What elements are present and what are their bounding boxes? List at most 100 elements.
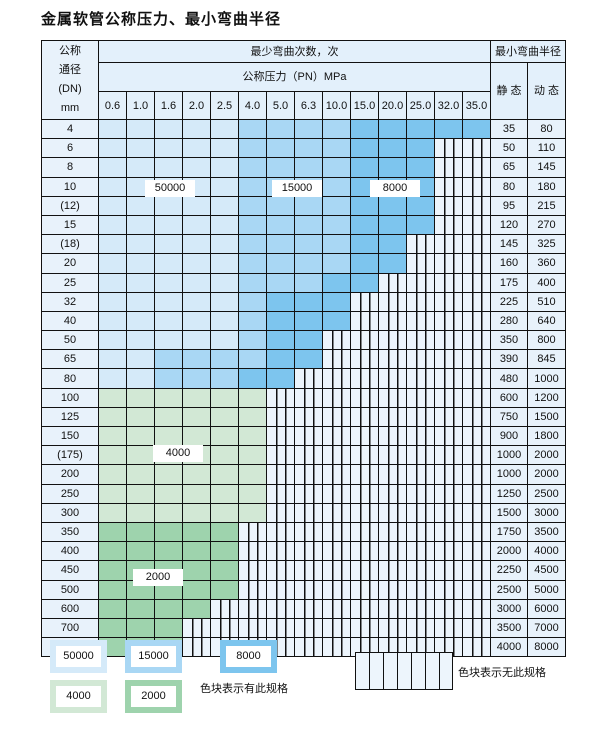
legend-label: 15000 (131, 646, 176, 667)
spec-available-cell (350, 195, 379, 216)
table-row: 450 2250 4500 (41, 560, 566, 581)
spec-unavailable-cell (462, 617, 491, 639)
spec-unavailable-cell (378, 368, 407, 389)
dn-cell: 350 (41, 521, 99, 543)
spec-unavailable-cell (322, 637, 351, 658)
spec-available-cell (182, 579, 211, 600)
static-radius-cell: 80 (490, 176, 528, 197)
spec-available-cell (238, 176, 267, 197)
legend-has-spec-note: 色块表示有此规格 (200, 683, 288, 695)
spec-available-cell (98, 234, 127, 255)
spec-unavailable-cell (266, 521, 295, 543)
pressure-col-header: 6.3 (294, 91, 323, 120)
spec-available-cell (322, 253, 351, 274)
dn-cell: 20 (41, 253, 99, 274)
table-row: (18) 145 325 (41, 234, 566, 255)
spec-unavailable-cell (462, 195, 491, 216)
spec-unavailable-cell (266, 560, 295, 581)
static-radius-cell: 175 (490, 272, 528, 293)
spec-available-cell (126, 234, 155, 255)
spec-unavailable-cell (406, 560, 435, 581)
spec-available-cell (154, 387, 183, 408)
dn-header-line: mm (60, 102, 80, 114)
static-radius-cell: 1000 (490, 445, 528, 466)
pressure-col-header: 35.0 (462, 91, 491, 120)
spec-available-cell (154, 483, 183, 504)
dn-header-line: 公称 (59, 45, 81, 57)
spec-available-cell (98, 541, 127, 562)
table-row: 15 120 270 (41, 214, 566, 236)
spec-available-cell (266, 253, 295, 274)
spec-available-cell (266, 291, 295, 312)
spec-unavailable-cell (350, 598, 379, 619)
spec-available-cell (210, 445, 239, 466)
spec-unavailable-cell (378, 406, 407, 428)
spec-unavailable-cell (378, 291, 407, 312)
spec-available-cell (126, 521, 155, 543)
spec-unavailable-cell (406, 483, 435, 504)
spec-unavailable-cell (378, 464, 407, 485)
dn-cell: 125 (41, 406, 99, 428)
spec-unavailable-cell (322, 521, 351, 543)
spec-unavailable-cell (406, 234, 435, 255)
spec-unavailable-cell (462, 502, 491, 523)
spec-available-cell (294, 310, 323, 332)
spec-unavailable-cell (434, 214, 463, 236)
spec-available-cell (210, 234, 239, 255)
spec-unavailable-cell (322, 617, 351, 639)
spec-unavailable-cell (294, 368, 323, 389)
dn-cell: 6 (41, 138, 99, 159)
spec-unavailable-cell (378, 349, 407, 370)
spec-available-cell (182, 368, 211, 389)
spec-available-cell (350, 118, 379, 140)
spec-available-cell (154, 541, 183, 562)
spec-unavailable-cell (322, 445, 351, 466)
spec-available-cell (238, 464, 267, 485)
dn-cell: 600 (41, 598, 99, 619)
spec-unavailable-cell (378, 598, 407, 619)
spec-unavailable-cell (294, 502, 323, 523)
spec-available-cell (154, 253, 183, 274)
static-radius-cell: 350 (490, 330, 528, 351)
table-row: 65 390 845 (41, 349, 566, 370)
spec-available-cell (238, 291, 267, 312)
dn-cell: 700 (41, 617, 99, 639)
spec-available-cell (378, 234, 407, 255)
spec-unavailable-cell (266, 425, 295, 447)
spec-unavailable-cell (434, 560, 463, 581)
spec-unavailable-cell (462, 234, 491, 255)
dynamic-radius-cell: 1500 (527, 406, 566, 428)
spec-table-wrapper: 公称 通径 (DN) mm 最少弯曲次数，次 最小弯曲半径 公称压力（PN）MP… (41, 40, 566, 658)
spec-unavailable-cell (434, 349, 463, 370)
dynamic-radius-cell: 325 (527, 234, 566, 255)
table-row: 100 600 1200 (41, 387, 566, 408)
spec-unavailable-cell (238, 579, 267, 600)
spec-unavailable-cell (350, 445, 379, 466)
table-row: 150 900 1800 (41, 425, 566, 447)
spec-available-cell (126, 425, 155, 447)
spec-available-cell (322, 214, 351, 236)
table-row: 50 350 800 (41, 330, 566, 351)
spec-available-cell (98, 195, 127, 216)
spec-available-cell (294, 291, 323, 312)
dn-cell: 450 (41, 560, 99, 581)
region-label-15000: 15000 (272, 180, 322, 197)
spec-available-cell (182, 253, 211, 274)
spec-unavailable-cell (266, 617, 295, 639)
spec-available-cell (126, 195, 155, 216)
spec-unavailable-cell (322, 579, 351, 600)
spec-unavailable-cell (434, 502, 463, 523)
spec-unavailable-cell (462, 291, 491, 312)
spec-available-cell (266, 310, 295, 332)
spec-available-cell (238, 502, 267, 523)
spec-unavailable-cell (350, 368, 379, 389)
spec-available-cell (406, 214, 435, 236)
spec-available-cell (154, 406, 183, 428)
legend-2000: 2000 (125, 680, 182, 713)
spec-available-cell (238, 138, 267, 159)
spec-available-cell (266, 330, 295, 351)
spec-available-cell (210, 349, 239, 370)
spec-available-cell (238, 253, 267, 274)
spec-available-cell (98, 253, 127, 274)
spec-unavailable-cell (434, 310, 463, 332)
